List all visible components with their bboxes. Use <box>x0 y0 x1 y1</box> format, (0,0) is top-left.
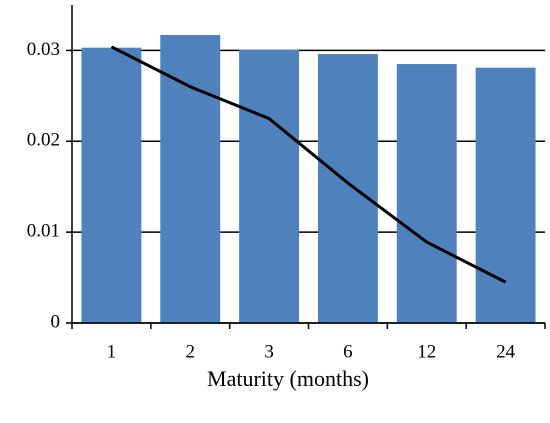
bar <box>396 64 457 324</box>
bar <box>239 49 300 324</box>
x-tick-label: 2 <box>186 341 196 362</box>
x-tick-label: 12 <box>417 341 436 362</box>
y-tick-label: 0.03 <box>27 39 60 60</box>
x-tick-label: 3 <box>264 341 274 362</box>
bar <box>81 47 142 324</box>
x-tick-label: 6 <box>343 341 353 362</box>
bar <box>317 54 378 323</box>
bar <box>475 67 536 323</box>
y-tick-label: 0.01 <box>27 221 60 242</box>
y-tick-label: 0 <box>51 311 61 332</box>
bar <box>160 34 221 324</box>
x-tick-label: 24 <box>496 341 516 362</box>
x-axis-title: Maturity (months) <box>207 366 369 391</box>
line <box>110 45 507 284</box>
x-tick-label: 1 <box>107 341 117 362</box>
y-tick-label: 0.02 <box>27 130 60 151</box>
